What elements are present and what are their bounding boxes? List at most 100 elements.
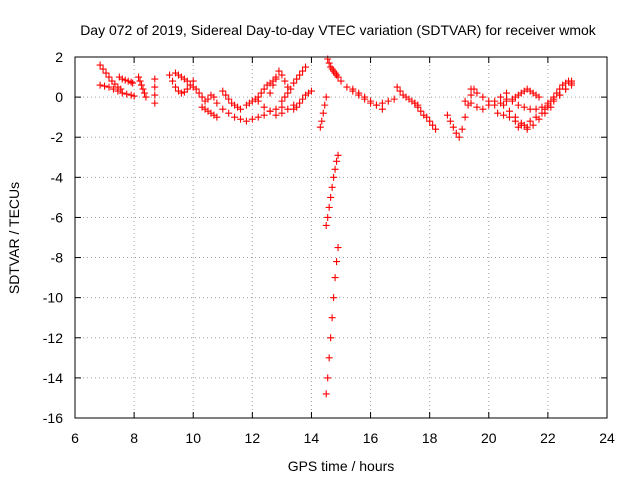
- data-point: [520, 121, 528, 129]
- data-point: [111, 80, 119, 88]
- data-point: [278, 71, 286, 79]
- data-point: [189, 77, 197, 85]
- data-point: [328, 183, 336, 191]
- data-point: [96, 61, 104, 69]
- data-point: [248, 115, 256, 123]
- data-point: [127, 91, 135, 99]
- data-point: [254, 97, 262, 105]
- data-point: [494, 109, 502, 117]
- data-point: [532, 113, 540, 121]
- data-point: [269, 81, 277, 89]
- data-point: [284, 89, 292, 97]
- data-point: [343, 83, 351, 91]
- y-tick-label: -2: [51, 129, 64, 145]
- series-arc-7h: [96, 61, 125, 93]
- data-point: [151, 75, 159, 83]
- data-point: [275, 67, 283, 75]
- x-tick-label: 18: [422, 430, 438, 446]
- data-point: [129, 79, 137, 87]
- data-point: [321, 101, 329, 109]
- data-point: [284, 105, 292, 113]
- series-arc-22.4h: [541, 77, 576, 113]
- series-iso-8.7h: [151, 75, 159, 107]
- data-point: [327, 334, 335, 342]
- data-point: [473, 103, 481, 111]
- y-tick-labels: 2 0 -2 -4 -6 -8 -10 -12 -14 -16: [43, 49, 63, 426]
- data-point: [296, 71, 304, 79]
- data-point: [198, 93, 206, 101]
- data-point: [222, 91, 230, 99]
- data-point: [452, 129, 460, 137]
- data-point: [532, 105, 540, 113]
- data-point: [237, 115, 245, 123]
- data-point: [171, 83, 179, 91]
- data-point: [219, 87, 227, 95]
- data-point: [325, 203, 333, 211]
- y-tick-label: -4: [51, 169, 64, 185]
- series-arc-22h: [514, 81, 576, 131]
- data-point: [287, 85, 295, 93]
- data-point: [325, 354, 333, 362]
- data-point: [177, 89, 185, 97]
- data-point: [550, 93, 558, 101]
- data-point: [281, 93, 289, 101]
- series-arc-21.3h: [511, 85, 543, 101]
- series-arc-19.5h: [461, 89, 511, 113]
- data-point: [523, 125, 531, 133]
- data-point: [254, 113, 262, 121]
- data-point: [124, 77, 132, 85]
- data-point: [166, 71, 174, 79]
- data-point: [324, 374, 332, 382]
- data-point: [109, 85, 117, 93]
- data-point: [183, 77, 191, 85]
- data-point: [505, 113, 513, 121]
- data-point: [136, 77, 144, 85]
- data-point: [526, 117, 534, 125]
- data-point: [503, 95, 511, 103]
- data-point: [432, 125, 440, 133]
- series-arc-17.8h: [411, 99, 440, 133]
- series-arc-18.8h: [443, 85, 478, 141]
- data-point: [514, 123, 522, 131]
- data-point: [322, 390, 330, 398]
- data-point: [414, 103, 422, 111]
- data-point: [319, 109, 327, 117]
- series-arc-14.3h: [316, 93, 330, 131]
- data-point: [322, 221, 330, 229]
- y-tick-label: 0: [55, 89, 63, 105]
- x-tick-label: 20: [481, 430, 497, 446]
- x-tick-label: 24: [599, 430, 615, 446]
- data-point: [151, 91, 159, 99]
- series-arc-13.6h: [290, 87, 315, 113]
- series-arc-17.2h: [393, 83, 422, 109]
- data-point: [333, 157, 341, 165]
- data-point: [101, 82, 109, 90]
- data-point: [316, 123, 324, 131]
- data-point: [99, 65, 107, 73]
- data-point: [547, 97, 555, 105]
- data-point: [458, 125, 466, 133]
- data-point: [429, 121, 437, 129]
- data-point: [123, 90, 131, 98]
- data-point: [330, 173, 338, 181]
- data-point: [278, 103, 286, 111]
- y-tick-label: -6: [51, 209, 64, 225]
- data-point: [266, 107, 274, 115]
- data-point: [361, 93, 369, 101]
- data-point: [293, 75, 301, 83]
- x-tick-label: 6: [71, 430, 79, 446]
- series-arc-15.5h: [337, 77, 398, 109]
- x-tick-label: 8: [130, 430, 138, 446]
- data-point: [520, 103, 528, 111]
- series-arc-21.2h: [494, 109, 531, 133]
- data-point: [485, 97, 493, 105]
- series-arc-8.3h: [135, 73, 150, 101]
- data-point: [213, 113, 221, 121]
- series-arc-7.5h: [115, 73, 137, 87]
- y-tick-label: -8: [51, 250, 64, 266]
- x-axis-label: GPS time / hours: [288, 458, 395, 474]
- y-axis-label: SDTVAR / TECUs: [6, 182, 22, 294]
- data-point: [231, 113, 239, 121]
- axis-ticks: [74, 56, 608, 419]
- data-point: [151, 99, 159, 107]
